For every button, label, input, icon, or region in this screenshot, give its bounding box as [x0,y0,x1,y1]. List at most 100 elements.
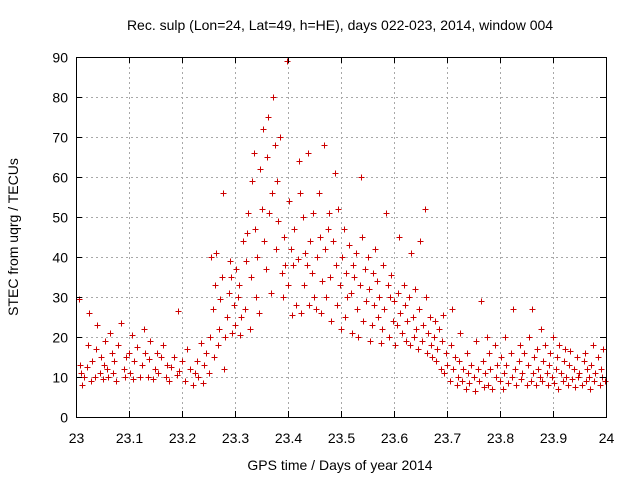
data-point [376,294,383,301]
data-point [277,134,284,141]
data-point [429,354,436,361]
data-point [547,350,554,357]
data-point [476,378,483,385]
data-point [293,302,300,309]
data-point [268,290,275,297]
data-point [126,350,133,357]
data-point [346,242,353,249]
data-point [100,376,107,383]
data-point [318,310,325,317]
data-point [502,334,509,341]
data-point [266,210,273,217]
data-point [366,286,373,293]
x-tick-label: 23.9 [540,430,567,446]
data-point [592,370,599,377]
data-point [295,256,302,263]
data-point [500,386,507,393]
data-point [531,354,538,361]
data-point [394,322,401,329]
x-tick-label: 23.3 [222,430,249,446]
data-point [184,346,191,353]
data-point [395,290,402,297]
data-point [582,350,589,357]
data-point [342,314,349,321]
data-point [375,314,382,321]
data-point [519,370,526,377]
data-point [296,158,303,165]
data-point [450,366,457,373]
data-point [554,354,561,361]
data-point [232,322,239,329]
data-point [339,254,346,261]
data-point [179,358,186,365]
data-point [569,376,576,383]
data-point [260,126,267,133]
data-point [122,374,129,381]
data-point [127,370,134,377]
data-point [212,282,219,289]
y-tick-label: 0 [60,410,68,426]
data-point [425,330,432,337]
data-point [362,266,369,273]
data-point [141,326,148,333]
data-point [147,338,154,345]
data-point [233,266,240,273]
data-point [517,342,524,349]
data-point [546,362,553,369]
data-point [317,234,324,241]
data-point [498,354,505,361]
data-point [300,214,307,221]
data-point [105,374,112,381]
x-tick-label: 23.8 [487,430,514,446]
data-point [98,354,105,361]
data-point [505,380,512,387]
data-point [434,346,441,353]
data-point [385,282,392,289]
data-point [216,326,223,333]
data-point [192,370,199,377]
data-point [468,362,475,369]
data-point [254,254,261,261]
data-point [555,386,562,393]
data-point [224,314,231,321]
data-point [600,346,607,353]
data-point [245,210,252,217]
data-point [456,358,463,365]
data-point [146,356,153,363]
data-point [155,370,162,377]
y-tick-label: 70 [52,130,68,146]
data-point [111,358,118,365]
data-point [586,374,593,381]
data-point [139,362,146,369]
data-points [76,58,609,395]
data-point [326,210,333,217]
data-point [423,294,430,301]
data-point [497,378,504,385]
data-point [275,218,282,225]
data-point [365,254,372,261]
data-point [529,306,536,313]
data-point [472,388,479,395]
data-point [489,386,496,393]
data-point [464,350,471,357]
data-point [576,370,583,377]
data-point [152,366,159,373]
data-point [289,312,296,319]
data-point [455,374,462,381]
data-point [237,332,244,339]
data-point [383,210,390,217]
data-point [175,308,182,315]
data-point [465,370,472,377]
data-point [171,354,178,361]
data-point [602,378,609,385]
data-point [240,238,247,245]
data-point [107,330,114,337]
data-point [390,318,397,325]
data-point [220,190,227,197]
data-point [512,366,519,373]
data-point [360,318,367,325]
x-tick-label: 23.1 [116,430,143,446]
data-point [399,330,406,337]
data-point [440,312,447,319]
data-point [290,262,297,269]
